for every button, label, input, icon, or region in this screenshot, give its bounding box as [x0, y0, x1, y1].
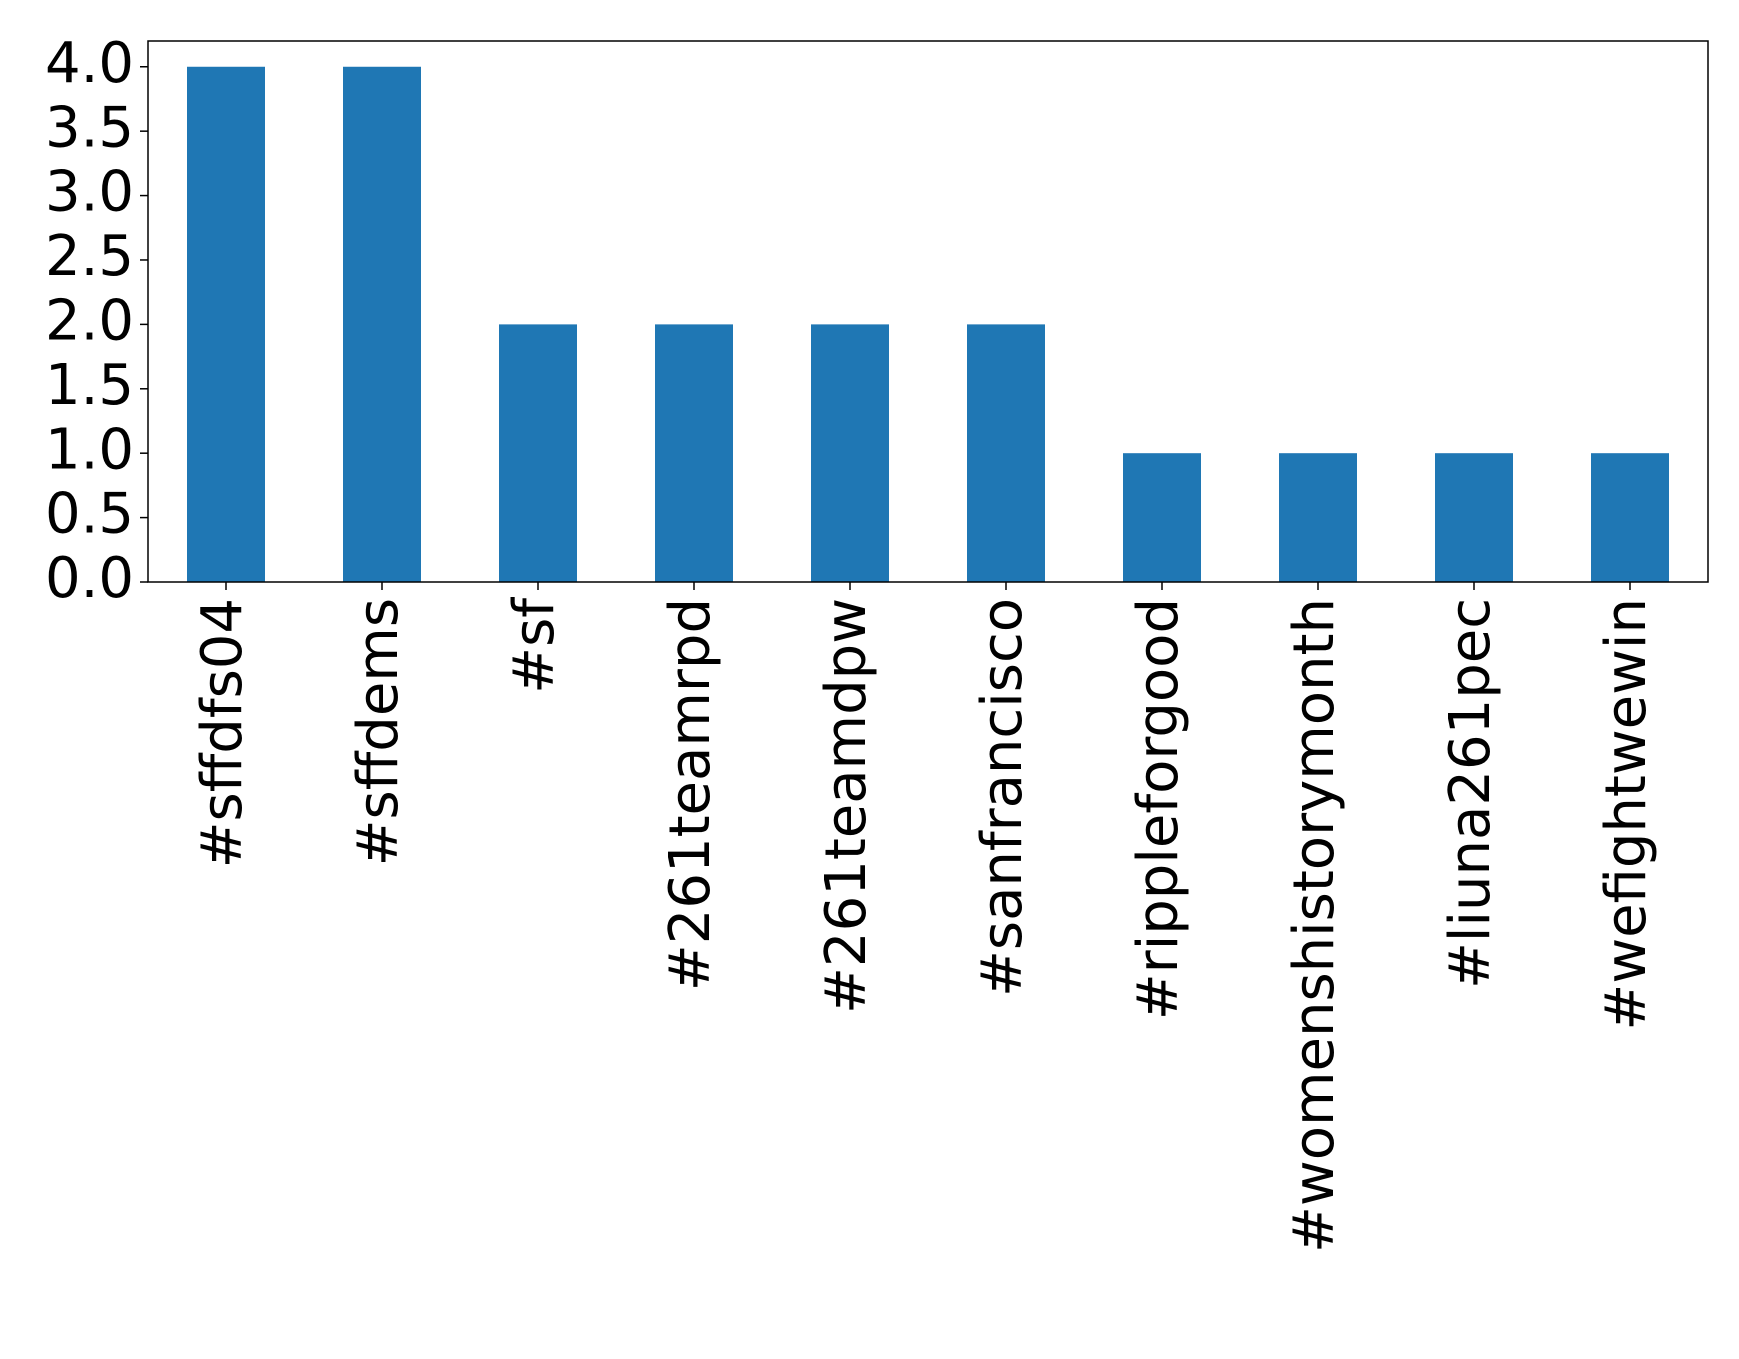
x-tick-label: #sffdems	[346, 598, 411, 866]
bar	[343, 66, 421, 582]
bar	[1123, 453, 1201, 582]
y-tick-label: 1.0	[45, 417, 134, 482]
bar	[1591, 453, 1669, 582]
bar	[499, 324, 577, 582]
x-tick-label: #261teamrpd	[658, 598, 723, 991]
y-tick-label: 1.5	[45, 353, 134, 418]
bar	[811, 324, 889, 582]
bar	[1435, 453, 1513, 582]
y-tick-label: 3.0	[45, 160, 134, 225]
bar	[967, 324, 1045, 582]
x-tick-label: #sf	[502, 597, 567, 694]
x-tick-label: #womenshistorymonth	[1282, 598, 1347, 1253]
y-tick-label: 0.5	[45, 482, 134, 547]
bar	[655, 324, 733, 582]
bar	[1279, 453, 1357, 582]
y-tick-label: 3.5	[45, 95, 134, 160]
y-tick-label: 2.5	[45, 224, 134, 289]
x-tick-label: #rippleforgood	[1126, 598, 1191, 1020]
plot-frame	[147, 40, 1709, 583]
x-tick-label: #wefightwewin	[1594, 598, 1659, 1031]
x-tick-label: #liuna261pec	[1438, 598, 1503, 989]
x-tick-label: #sanfrancisco	[970, 598, 1035, 997]
bar	[187, 66, 265, 582]
y-tick-label: 0.0	[45, 546, 134, 611]
y-tick-label: 4.0	[45, 31, 134, 96]
x-tick-label: #261teamdpw	[814, 598, 879, 1014]
x-tick-label: #sffdfs04	[190, 598, 255, 868]
y-tick-label: 2.0	[45, 289, 134, 354]
